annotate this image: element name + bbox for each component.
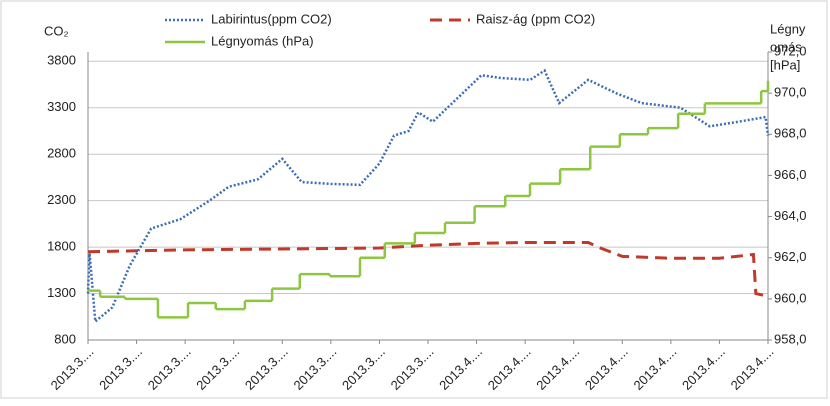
y-tick-label: 1300 [47, 285, 76, 300]
y-tick-label: 1800 [47, 239, 76, 254]
y-axis-title: CO₂ [44, 23, 69, 38]
y-tick-label: 2800 [47, 146, 76, 161]
y-tick-label: 800 [54, 331, 76, 346]
y2-tick-label: 966,0 [774, 167, 807, 182]
y2-axis-title: [hPa] [770, 57, 800, 72]
y2-axis-title: omás [770, 39, 802, 54]
legend-label: Raisz-ág (ppm CO2) [476, 11, 595, 26]
y-tick-label: 3300 [47, 99, 76, 114]
y2-tick-label: 962,0 [774, 249, 807, 264]
y2-tick-label: 964,0 [774, 208, 807, 223]
legend-label: Légnyomás (hPa) [211, 33, 314, 48]
series-line [87, 240, 769, 298]
legend-label: Labirintus(ppm CO2) [211, 11, 332, 26]
y2-tick-label: 968,0 [774, 126, 807, 141]
y2-tick-label: 972,0 [774, 43, 807, 58]
series-line [86, 68, 770, 324]
y2-tick-label: 970,0 [774, 85, 807, 100]
y2-tick-label: 960,0 [774, 290, 807, 305]
y-tick-label: 3800 [47, 53, 76, 68]
y2-tick-label: 958,0 [774, 331, 807, 346]
y2-axis-title: Légny [770, 21, 806, 36]
y-tick-label: 2300 [47, 192, 76, 207]
